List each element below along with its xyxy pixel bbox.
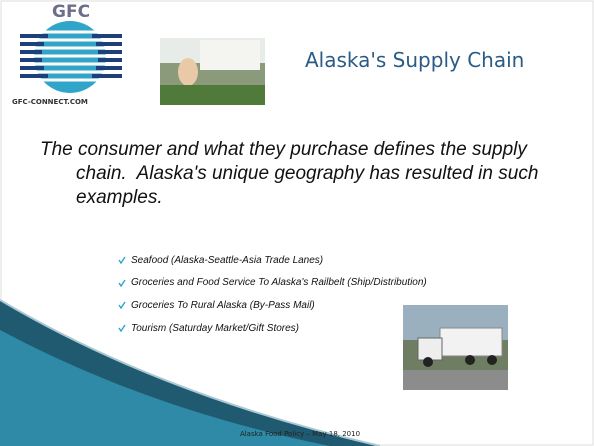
truck-photo xyxy=(403,305,508,390)
check-icon xyxy=(118,279,126,287)
market-photo xyxy=(160,38,265,105)
check-icon xyxy=(118,302,126,310)
bullet: Seafood (Alaska-Seattle-Asia Trade Lanes… xyxy=(118,249,427,272)
bullet-text: Groceries and Food Service To Alaska's R… xyxy=(131,277,427,289)
bullet-list: Seafood (Alaska-Seattle-Asia Trade Lanes… xyxy=(118,249,427,339)
bullet-text: Seafood (Alaska-Seattle-Asia Trade Lanes… xyxy=(131,254,324,266)
check-icon xyxy=(118,256,126,265)
swoosh-line xyxy=(0,299,381,446)
bullet: Tourism (Saturday Market/Gift Stores) xyxy=(118,317,427,340)
slide-title: Alaska's Supply Chain xyxy=(305,48,525,72)
bullet: Groceries To Rural Alaska (By-Pass Mail) xyxy=(118,294,427,317)
logo xyxy=(20,21,122,93)
logo-url: GFC-CONNECT.COM xyxy=(12,98,88,106)
bullet: Groceries and Food Service To Alaska's R… xyxy=(118,272,427,295)
bullet-text: Tourism (Saturday Market/Gift Stores) xyxy=(131,322,300,334)
swoosh xyxy=(0,330,330,446)
footer: Alaska Food Policy – May 18, 2010 xyxy=(239,430,361,438)
body-text: The consumer and what they purchase defi… xyxy=(40,139,544,208)
logo-name: GFC xyxy=(52,2,91,22)
check-icon xyxy=(118,324,126,333)
bullet-text: Groceries To Rural Alaska (By-Pass Mail) xyxy=(131,299,315,311)
